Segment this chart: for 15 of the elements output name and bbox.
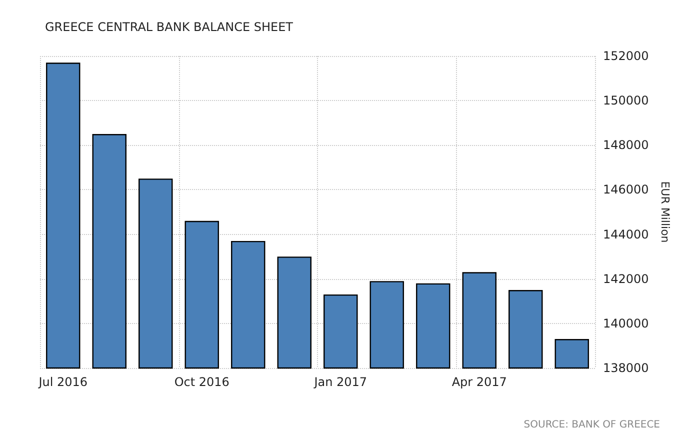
x-tick-label: Jan 2017 (313, 375, 368, 389)
y-tick-label: 142000 (603, 272, 649, 286)
y-tick-label: 140000 (603, 316, 649, 330)
y-tick-label: 138000 (603, 361, 649, 375)
y-tick-label: 150000 (603, 94, 649, 108)
x-tick-label: Oct 2016 (174, 375, 230, 389)
x-tick-label: Jul 2016 (38, 375, 88, 389)
y-tick-label: 144000 (603, 227, 649, 242)
y-tick-label: 148000 (603, 138, 649, 152)
y-tick-label: 152000 (603, 49, 649, 63)
x-tick-label: Apr 2017 (452, 375, 507, 389)
y-axis-title: EUR Million (658, 181, 672, 243)
y-tick-label: 146000 (603, 182, 649, 197)
source-note: SOURCE: BANK OF GREECE (524, 420, 660, 430)
chart-title: GREECE CENTRAL BANK BALANCE SHEET (45, 20, 294, 34)
